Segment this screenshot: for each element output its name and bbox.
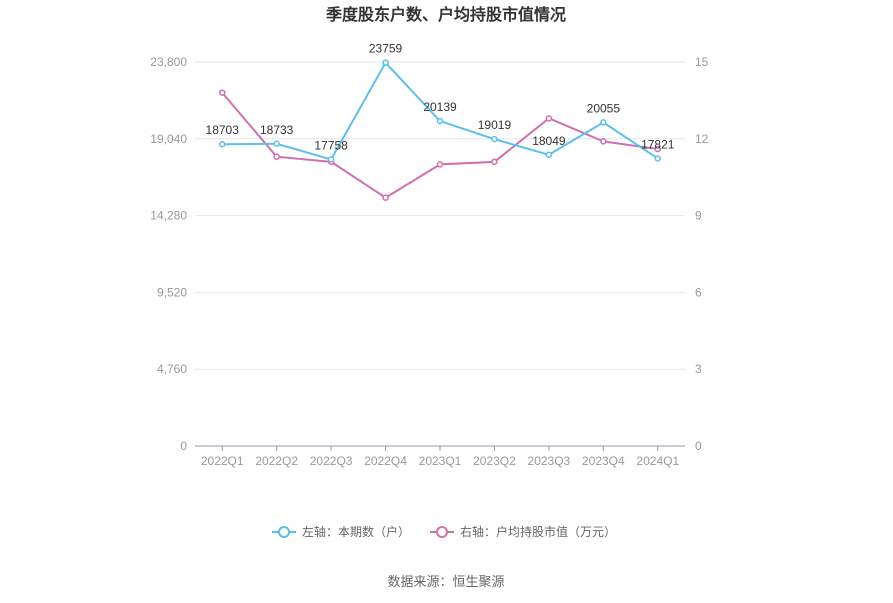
x-tick-label: 2024Q1	[636, 454, 679, 468]
data-point-right[interactable]	[600, 138, 607, 145]
data-point-right[interactable]	[382, 194, 389, 201]
x-tick-label: 2022Q1	[201, 454, 244, 468]
right-tick-label: 15	[695, 55, 709, 69]
data-label: 17821	[641, 137, 675, 151]
data-label: 18049	[532, 134, 566, 148]
source-note: 数据来源：恒生聚源	[387, 575, 504, 590]
right-tick-label: 3	[695, 362, 702, 376]
data-label: 18703	[206, 123, 240, 137]
left-tick-label: 14,280	[150, 209, 187, 223]
legend-marker	[278, 526, 290, 538]
x-tick-label: 2023Q3	[528, 454, 571, 468]
data-point-right[interactable]	[545, 115, 553, 122]
legend[interactable]: 左轴：本期数（户） 右轴：户均持股市值（万元）	[272, 524, 616, 539]
right-tick-label: 9	[695, 209, 702, 223]
right-tick-label: 0	[695, 439, 702, 453]
data-point-right[interactable]	[491, 158, 498, 166]
data-point-right[interactable]	[218, 89, 226, 96]
data-point-left[interactable]	[491, 135, 498, 143]
x-tick-label: 2022Q4	[364, 454, 407, 468]
series-layer	[218, 59, 662, 201]
data-point-right[interactable]	[273, 153, 280, 160]
left-tick-label: 19,040	[150, 132, 187, 146]
chart-title: 季度股东户数、户均持股市值情况	[325, 5, 566, 24]
legend-item-right[interactable]: 右轴：户均持股市值（万元）	[430, 524, 616, 539]
data-point-right[interactable]	[654, 145, 662, 153]
data-label: 17758	[314, 138, 348, 152]
data-label: 19019	[478, 118, 512, 132]
x-tick-label: 2023Q4	[582, 454, 625, 468]
left-tick-label: 4,760	[157, 362, 187, 376]
legend-label: 右轴：户均持股市值（万元）	[460, 524, 616, 539]
legend-item-left[interactable]: 左轴：本期数（户）	[272, 524, 410, 539]
legend-label: 左轴：本期数（户）	[302, 524, 410, 539]
data-point-left[interactable]	[273, 140, 280, 148]
data-point-left[interactable]	[382, 59, 389, 66]
left-axis: 0 4,760 9,520 14,280 19,040 23,800	[150, 55, 187, 453]
data-point-left[interactable]	[654, 155, 662, 162]
data-point-left[interactable]	[545, 151, 553, 159]
x-tick-label: 2023Q1	[419, 454, 462, 468]
data-point-left[interactable]	[327, 156, 335, 163]
x-axis: 2022Q1 2022Q2 2022Q3 2022Q4 2023Q1 2023Q2 2023…	[195, 445, 685, 468]
left-tick-label: 0	[180, 439, 187, 453]
legend-marker	[436, 526, 448, 538]
right-tick-label: 12	[695, 132, 709, 146]
right-tick-label: 6	[695, 285, 702, 299]
data-point-left[interactable]	[436, 117, 444, 125]
data-label: 20139	[423, 100, 457, 114]
x-tick-label: 2022Q2	[255, 454, 298, 468]
data-point-left[interactable]	[218, 140, 226, 148]
left-tick-label: 23,800	[150, 55, 187, 69]
x-tick-label: 2023Q2	[473, 454, 516, 468]
right-axis: 0 3 6 9 12 15	[695, 55, 709, 453]
data-label: 20055	[587, 101, 621, 115]
data-label: 18733	[260, 123, 294, 137]
x-tick-label: 2022Q3	[310, 454, 353, 468]
left-tick-label: 9,520	[157, 285, 187, 299]
data-label: 23759	[369, 42, 403, 56]
data-point-left[interactable]	[600, 119, 607, 126]
data-point-right[interactable]	[436, 161, 444, 168]
data-labels: 18703 18733 17758 23759 20139 19019 18049 20055…	[206, 42, 675, 153]
